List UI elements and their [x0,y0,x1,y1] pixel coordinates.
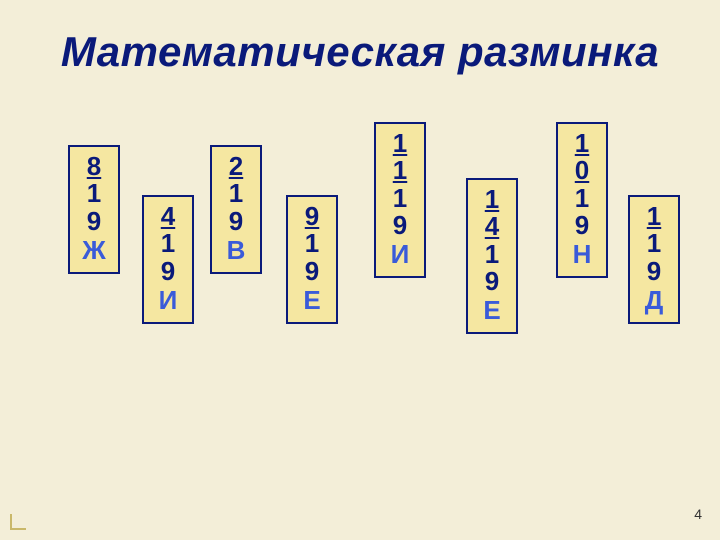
numerator-digit: 4 [161,203,175,230]
numerator-digit: 1 [647,203,661,230]
numerator-digit: 9 [305,203,319,230]
denominator-digit: 9 [87,208,101,235]
fraction-stack: 1419Е [478,186,506,324]
fraction-stack: 119Д [640,203,668,314]
fraction-box: 919Е [286,195,338,324]
box-letter: Н [573,241,592,268]
denominator-digit: 1 [393,185,407,212]
numerator-digit: 4 [485,213,499,240]
fraction-box: 219В [210,145,262,274]
slide: Математическая разминка 819Ж419И219В919Е… [0,0,720,540]
denominator-digit: 9 [647,258,661,285]
denominator-digit: 1 [305,230,319,257]
denominator-digit: 1 [647,230,661,257]
box-letter: И [159,287,178,314]
denominator-digit: 1 [161,230,175,257]
numerator-digit: 8 [87,153,101,180]
denominator-digit: 9 [161,258,175,285]
numerator-digit: 2 [229,153,243,180]
numerator-digit: 1 [393,157,407,184]
fraction-box: 1419Е [466,178,518,334]
denominator-digit: 1 [485,241,499,268]
box-letter: Д [645,287,664,314]
numerator-digit: 1 [575,130,589,157]
fraction-stack: 919Е [298,203,326,314]
fraction-box: 819Ж [68,145,120,274]
numerator-digit: 1 [393,130,407,157]
denominator-digit: 1 [87,180,101,207]
denominator-digit: 1 [575,185,589,212]
numerator-digit: 0 [575,157,589,184]
fraction-stack: 1019Н [568,130,596,268]
fraction-box: 119Д [628,195,680,324]
denominator-digit: 9 [575,212,589,239]
fraction-box: 419И [142,195,194,324]
denominator-digit: 9 [305,258,319,285]
box-letter: И [391,241,410,268]
page-number: 4 [694,506,702,522]
box-letter: Е [483,297,500,324]
page-title: Математическая разминка [0,28,720,76]
box-letter: В [227,237,246,264]
fraction-box: 1019Н [556,122,608,278]
corner-decoration [10,514,26,530]
fraction-stack: 419И [154,203,182,314]
denominator-digit: 9 [229,208,243,235]
box-letter: Е [303,287,320,314]
box-letter: Ж [82,237,106,264]
fraction-box: 1119И [374,122,426,278]
fraction-stack: 1119И [386,130,414,268]
denominator-digit: 1 [229,180,243,207]
fraction-stack: 819Ж [80,153,108,264]
fraction-stack: 219В [222,153,250,264]
numerator-digit: 1 [485,186,499,213]
denominator-digit: 9 [393,212,407,239]
denominator-digit: 9 [485,268,499,295]
